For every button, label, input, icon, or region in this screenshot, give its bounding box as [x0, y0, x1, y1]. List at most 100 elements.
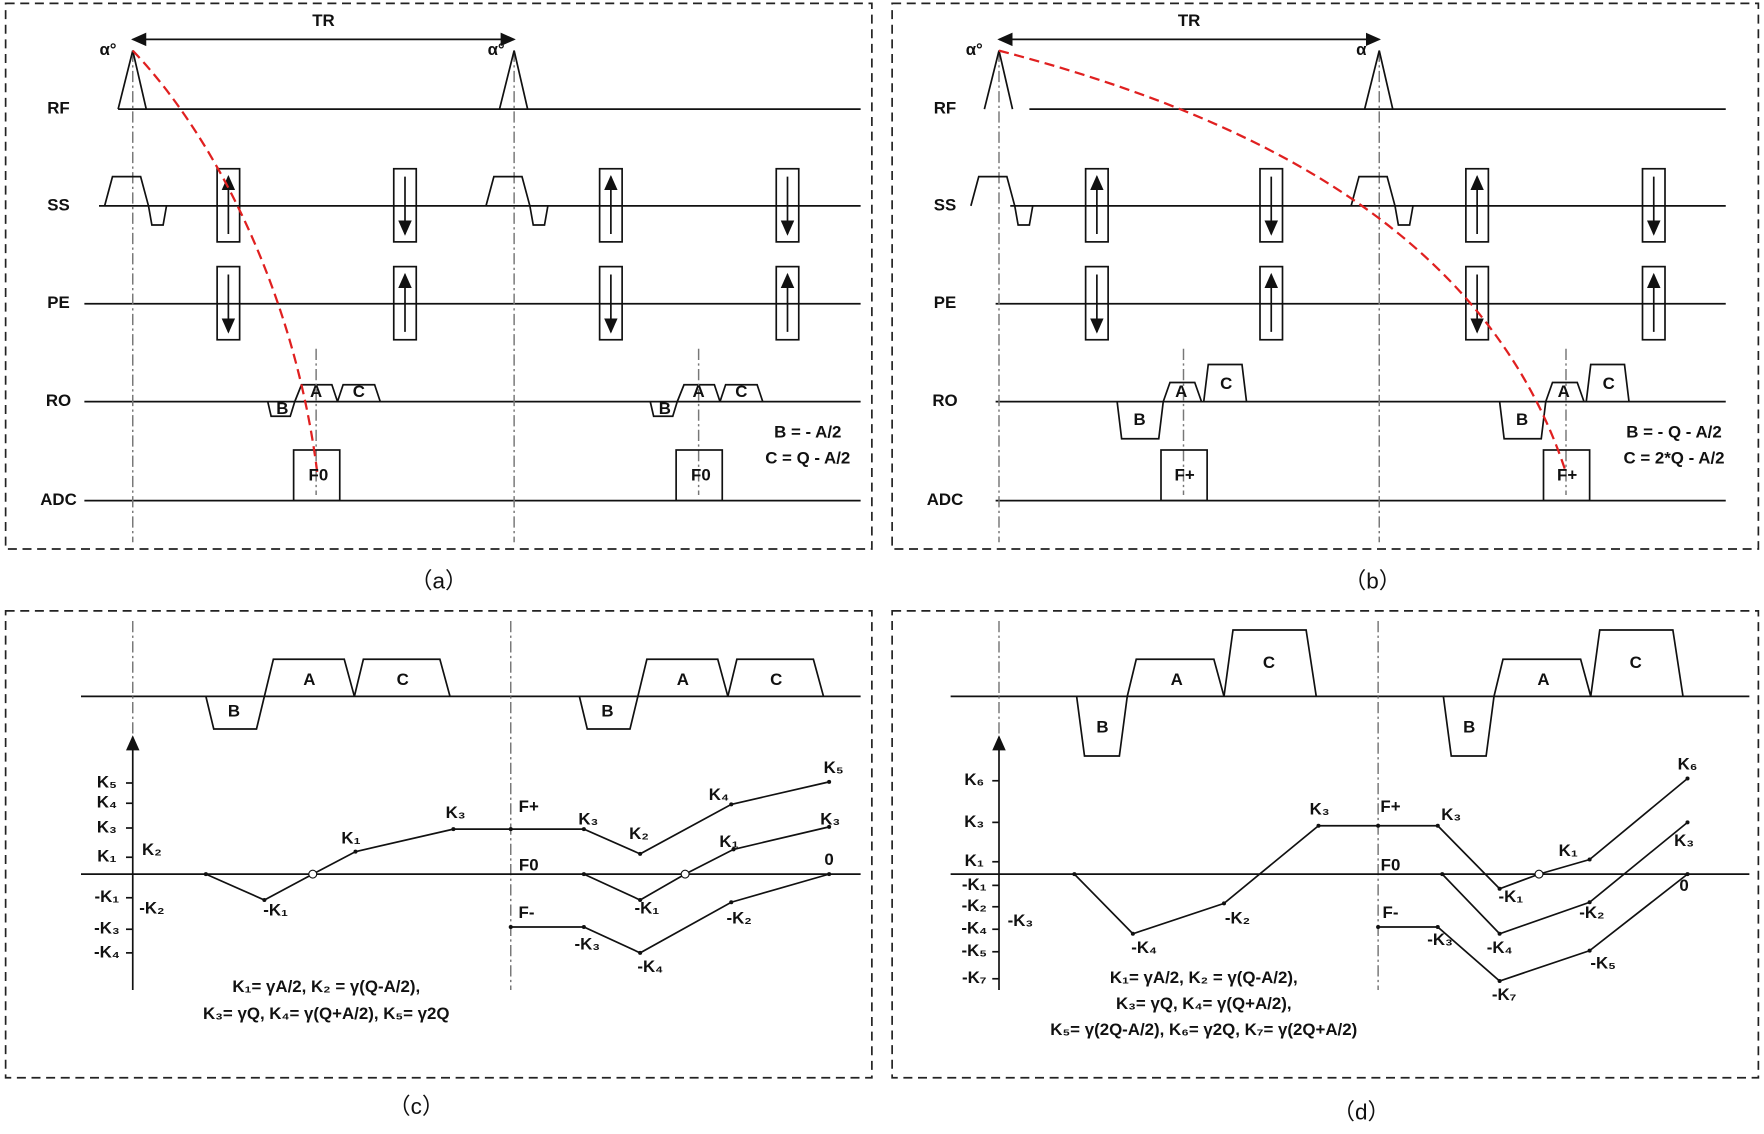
formula: K₁= γA/2, K₂ = γ(Q-A/2), — [232, 977, 420, 996]
vertex — [203, 872, 208, 877]
k-path — [510, 873, 830, 954]
ss-pulse — [1350, 175, 1414, 226]
axis-label: K₃ — [97, 817, 117, 836]
ss-pulse — [485, 175, 549, 226]
row-label: SS — [47, 195, 70, 214]
caption: （a） — [410, 569, 468, 594]
vertex — [729, 900, 734, 905]
k-path — [583, 826, 830, 901]
state-label: F0 — [519, 856, 539, 875]
row-label: RO — [46, 391, 71, 410]
vertex — [1072, 872, 1077, 877]
point-label: -K₅ — [1590, 954, 1616, 973]
label: A — [1175, 382, 1187, 401]
dephasing-curve — [131, 49, 319, 473]
vertex — [1497, 886, 1502, 891]
axis-label: -K₄ — [961, 919, 987, 938]
readout-lobe — [1493, 658, 1592, 697]
gradient-box — [392, 167, 418, 243]
state-label: F- — [519, 903, 535, 922]
axis-label: -K₅ — [961, 941, 987, 960]
point-label: -K₃ — [1427, 930, 1453, 949]
axis-label: K₁ — [965, 851, 984, 870]
axis-label: -K₄ — [94, 942, 120, 961]
row-label: RF — [47, 99, 69, 118]
vertex — [638, 950, 643, 955]
vertex — [353, 849, 358, 854]
point-label: -K₄ — [1487, 938, 1513, 957]
row-label: SS — [934, 195, 957, 214]
label: B — [659, 399, 671, 418]
readout-lobe — [1223, 629, 1318, 697]
label: C — [353, 382, 365, 401]
lobe-label: B — [1463, 717, 1475, 736]
vertex — [729, 802, 734, 807]
gradient-box — [1259, 167, 1284, 243]
adc-window — [1160, 449, 1208, 502]
formula: B = - A/2 — [774, 423, 841, 442]
axis-label: K₁ — [97, 847, 116, 866]
label: F0 — [691, 465, 711, 484]
point-label: -K₄ — [637, 957, 663, 976]
ro-c — [1585, 363, 1630, 402]
lobe-label: B — [1096, 717, 1108, 736]
vertex — [451, 827, 456, 832]
lobe-label: C — [397, 670, 409, 689]
vertex — [1587, 900, 1592, 905]
lobe-label: A — [1537, 670, 1549, 689]
axis-label: -K₇ — [962, 968, 987, 987]
formula: C = 2*Q - A/2 — [1623, 448, 1724, 467]
lobe-label: C — [770, 670, 782, 689]
sequence-shapes — [81, 32, 1750, 990]
gradient-box — [392, 265, 418, 341]
formula: C = Q - A/2 — [765, 448, 850, 467]
readout-lobe — [1126, 658, 1225, 697]
readout-lobe — [637, 658, 729, 697]
caption: （b） — [1344, 569, 1402, 594]
k-path — [1441, 821, 1689, 935]
readout-lobe — [578, 696, 639, 730]
readout-lobe — [353, 658, 451, 697]
k-path — [1073, 777, 1689, 935]
ro-b — [1116, 401, 1165, 440]
point-label: -K₄ — [1131, 938, 1157, 957]
rf-pulse — [498, 50, 529, 110]
axis-label: -K₃ — [94, 919, 120, 938]
label: C — [1603, 374, 1615, 393]
point-label: -K₁ — [634, 898, 659, 917]
vertex — [1435, 823, 1440, 828]
axis-label: K₅ — [97, 772, 117, 791]
point-label: K₅ — [824, 758, 844, 777]
vertex — [1587, 948, 1592, 953]
gradient-box — [216, 167, 241, 243]
readout-lobe — [1442, 696, 1495, 757]
vertex — [581, 827, 586, 832]
frames — [4, 2, 1760, 1079]
point-label: K₆ — [1678, 754, 1698, 773]
readout-lobe — [1589, 629, 1684, 697]
flip-angle: α° — [966, 40, 983, 59]
label: F0 — [309, 465, 329, 484]
vertex — [1316, 823, 1321, 828]
point-label: -K₁ — [263, 901, 288, 920]
row-label: PE — [934, 293, 957, 312]
lobe-label: C — [1263, 653, 1275, 672]
ro-a — [1162, 381, 1203, 402]
point-label: -K₂ — [1225, 909, 1250, 928]
caption: （c） — [388, 1094, 444, 1119]
vertex — [1435, 924, 1440, 930]
state-label: F+ — [1380, 797, 1400, 816]
gradient-box — [775, 167, 800, 243]
lobe-label: A — [303, 670, 315, 689]
vertex — [638, 897, 643, 903]
row-label: RF — [934, 99, 956, 118]
point-label: -K₂ — [1579, 903, 1604, 922]
crossing — [1534, 869, 1544, 879]
lobe-label: A — [677, 670, 689, 689]
point-label: -K₁ — [1498, 887, 1523, 906]
vertex — [1587, 857, 1592, 862]
axis-label: -K₂ — [962, 896, 987, 915]
vertex — [1221, 901, 1227, 906]
point-label: K₁ — [719, 832, 738, 851]
ss-pulse — [970, 175, 1034, 226]
